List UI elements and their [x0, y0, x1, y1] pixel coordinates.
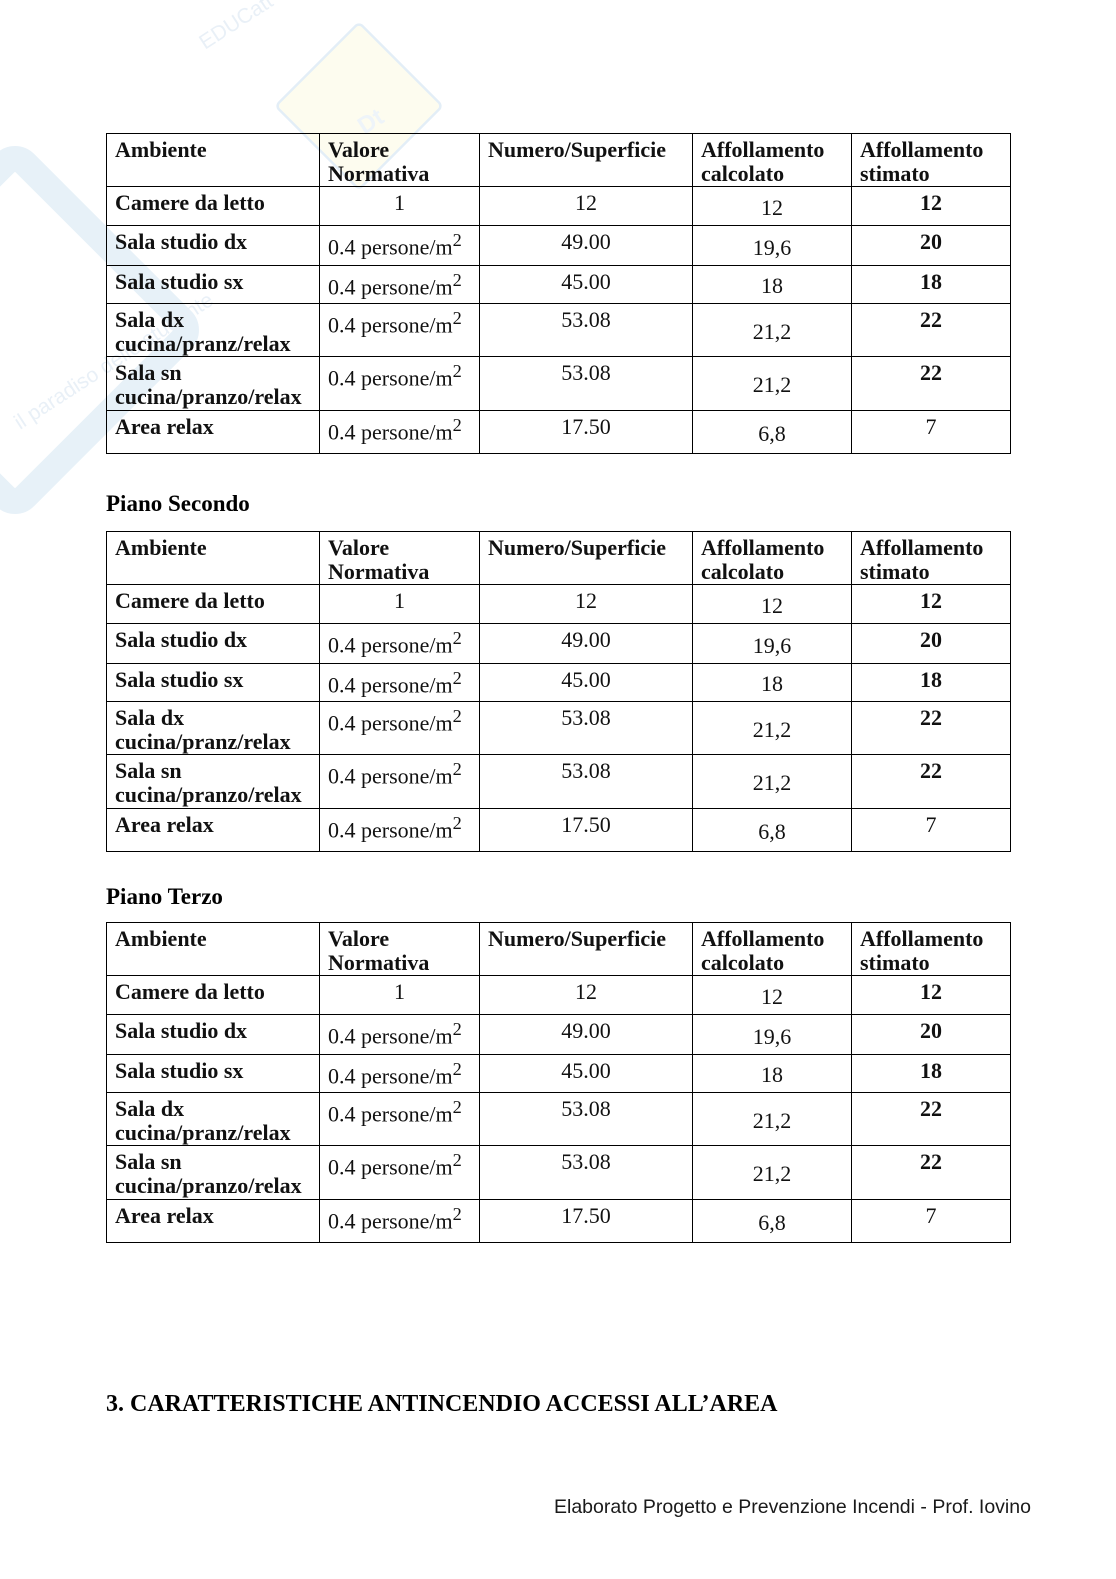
svg-text:EDUCatt: EDUCatt — [195, 0, 277, 54]
